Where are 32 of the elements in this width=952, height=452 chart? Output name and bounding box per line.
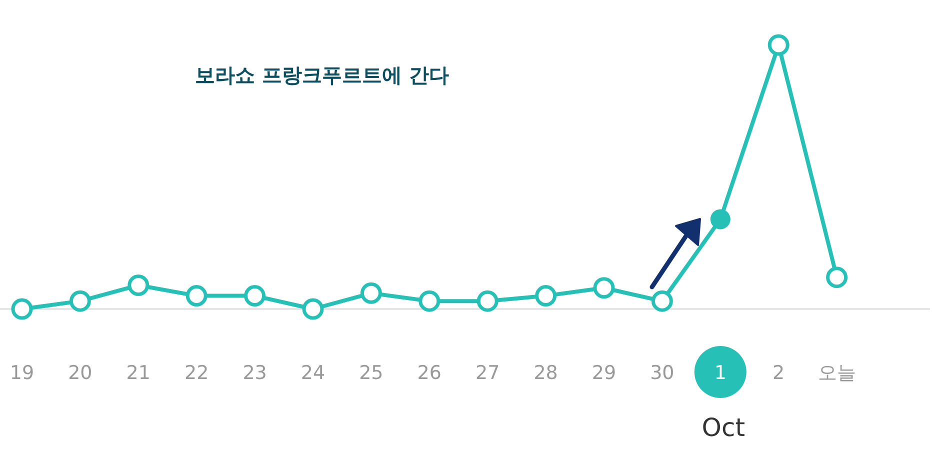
- x-tick-label: 25: [359, 362, 384, 384]
- point: [418, 290, 440, 312]
- x-tick-label: 28: [534, 362, 558, 384]
- x-tick-label: 27: [476, 362, 500, 384]
- point: [360, 282, 382, 304]
- text: Oct: [702, 413, 746, 442]
- point: [768, 34, 790, 56]
- x-tick-label: 오늘: [818, 362, 856, 384]
- x-tick-label: 1: [714, 362, 726, 384]
- x-tick-label: 24: [300, 362, 326, 384]
- point: [186, 285, 208, 307]
- point: [302, 298, 324, 320]
- x-tick-label: 2: [772, 362, 785, 384]
- point: [11, 298, 33, 320]
- x-tick-label: 21: [126, 362, 150, 384]
- x-tick-label: 20: [68, 362, 92, 384]
- x-tick-label: 19: [10, 362, 34, 384]
- x-tick-label: 22: [184, 362, 209, 384]
- text: 보라쇼 프랑크푸르트에 간다: [195, 63, 449, 87]
- point: [128, 274, 150, 296]
- x-tick-label: 23: [242, 362, 267, 384]
- point: [244, 285, 266, 307]
- point: [476, 290, 498, 312]
- x-tick-label: 30: [650, 362, 674, 384]
- point: [593, 277, 615, 299]
- x-tick-label: 29: [592, 362, 616, 384]
- point: [535, 285, 557, 307]
- point: [69, 290, 91, 312]
- x-tick-label: 26: [417, 362, 442, 384]
- point: [826, 266, 848, 288]
- point: [651, 290, 673, 312]
- point: [710, 209, 730, 230]
